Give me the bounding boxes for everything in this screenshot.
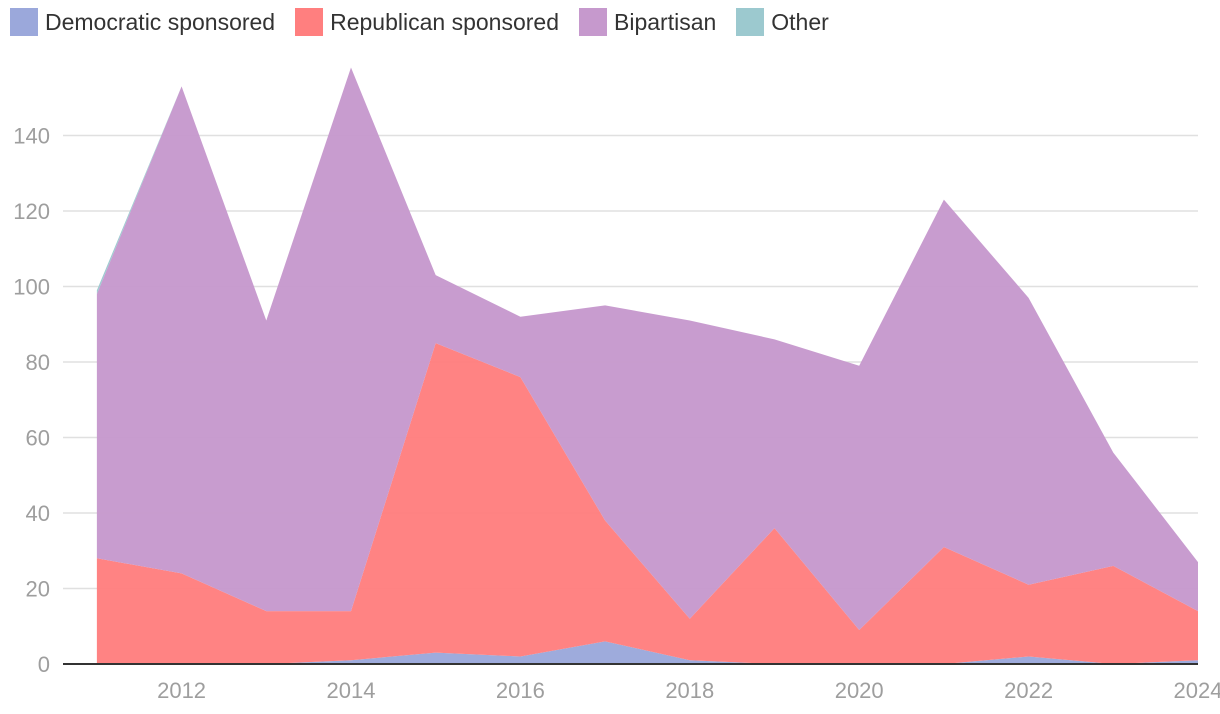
y-tick-label: 140 <box>13 124 50 149</box>
x-tick-label: 2024 <box>1174 678 1220 703</box>
x-tick-label: 2022 <box>1004 678 1053 703</box>
y-tick-label: 120 <box>13 199 50 224</box>
legend-label-democratic: Democratic sponsored <box>45 8 276 35</box>
legend: Democratic sponsored Republican sponsore… <box>10 8 849 36</box>
legend-item-republican[interactable]: Republican sponsored <box>295 8 559 36</box>
legend-label-republican: Republican sponsored <box>330 8 559 35</box>
area-bipartisan[interactable] <box>96 67 1198 631</box>
y-tick-label: 0 <box>38 652 50 677</box>
area-series <box>96 67 1198 664</box>
legend-swatch-democratic <box>10 8 38 36</box>
y-tick-label: 20 <box>26 577 50 602</box>
legend-item-bipartisan[interactable]: Bipartisan <box>579 8 716 36</box>
area-democratic-sponsored[interactable] <box>96 641 1198 664</box>
x-tick-label: 2020 <box>835 678 884 703</box>
y-tick-label: 40 <box>26 501 50 526</box>
axes: 0 20 40 60 80 100 120 140 2012 2014 2016 2018 2020 20… <box>13 124 1220 704</box>
area-republican-sponsored[interactable] <box>96 343 1198 664</box>
x-tick-label: 2018 <box>665 678 714 703</box>
legend-label-other: Other <box>771 8 829 35</box>
x-tick-label: 2012 <box>157 678 206 703</box>
legend-swatch-bipartisan <box>579 8 607 36</box>
x-tick-label: 2014 <box>327 678 376 703</box>
x-tick-label: 2016 <box>496 678 545 703</box>
y-tick-label: 100 <box>13 275 50 300</box>
legend-swatch-republican <box>295 8 324 36</box>
legend-label-bipartisan: Bipartisan <box>614 8 717 35</box>
y-tick-label: 60 <box>26 426 50 451</box>
legend-item-other[interactable]: Other <box>736 8 829 36</box>
y-tick-label: 80 <box>26 350 50 375</box>
legend-swatch-other <box>736 8 765 36</box>
legend-item-democratic[interactable]: Democratic sponsored <box>10 8 275 36</box>
